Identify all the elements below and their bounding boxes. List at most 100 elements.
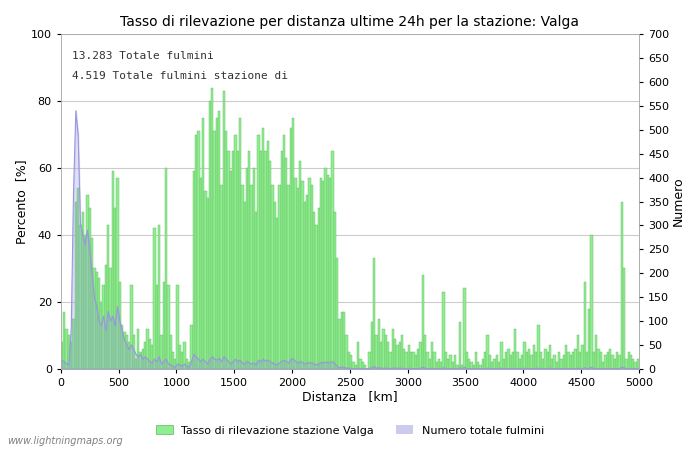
Bar	[144, 342, 146, 369]
Bar	[102, 285, 105, 369]
Bar	[258, 135, 260, 369]
Bar	[531, 356, 533, 369]
Bar	[322, 181, 325, 369]
Bar	[627, 352, 630, 369]
Bar	[519, 359, 521, 369]
Bar	[139, 352, 142, 369]
Bar	[417, 349, 419, 369]
Bar	[160, 335, 162, 369]
Bar	[72, 319, 75, 369]
Bar	[292, 118, 295, 369]
Bar	[574, 349, 577, 369]
Bar	[79, 225, 82, 369]
Bar	[554, 356, 556, 369]
Bar	[255, 212, 258, 369]
Bar	[334, 212, 336, 369]
Bar	[260, 151, 262, 369]
Bar	[468, 359, 470, 369]
Bar	[630, 356, 632, 369]
Bar	[246, 168, 248, 369]
Bar	[336, 258, 338, 369]
Bar	[315, 225, 318, 369]
Bar	[223, 91, 225, 369]
Bar	[538, 325, 540, 369]
Bar	[591, 235, 593, 369]
Bar	[387, 342, 389, 369]
Y-axis label: Percento  [%]: Percento [%]	[15, 159, 28, 244]
Text: www.lightningmaps.org: www.lightningmaps.org	[7, 436, 122, 446]
Bar	[482, 359, 484, 369]
Bar	[494, 359, 496, 369]
Bar	[359, 359, 361, 369]
Y-axis label: Numero: Numero	[672, 177, 685, 226]
Bar	[378, 319, 380, 369]
X-axis label: Distanza   [km]: Distanza [km]	[302, 391, 398, 404]
Bar	[570, 356, 572, 369]
Bar	[524, 342, 526, 369]
Bar	[82, 212, 84, 369]
Bar	[581, 345, 584, 369]
Bar	[167, 285, 169, 369]
Bar	[414, 356, 417, 369]
Bar	[158, 225, 160, 369]
Bar	[352, 362, 355, 369]
Bar	[267, 141, 269, 369]
Bar	[614, 359, 616, 369]
Bar	[84, 235, 86, 369]
Bar	[398, 342, 401, 369]
Bar	[602, 362, 604, 369]
Bar	[206, 198, 209, 369]
Bar	[100, 302, 102, 369]
Bar	[95, 272, 98, 369]
Bar	[577, 335, 579, 369]
Bar	[311, 185, 313, 369]
Bar	[542, 359, 544, 369]
Bar	[419, 342, 421, 369]
Bar	[290, 128, 292, 369]
Bar	[486, 335, 489, 369]
Bar	[251, 185, 253, 369]
Bar	[517, 352, 519, 369]
Bar	[121, 325, 123, 369]
Bar	[148, 338, 151, 369]
Bar	[470, 362, 473, 369]
Bar	[403, 349, 405, 369]
Bar	[331, 151, 334, 369]
Bar	[461, 365, 463, 369]
Bar	[181, 352, 183, 369]
Bar	[431, 342, 433, 369]
Bar	[556, 362, 558, 369]
Bar	[265, 151, 267, 369]
Bar	[93, 268, 95, 369]
Bar	[405, 352, 408, 369]
Bar	[77, 188, 79, 369]
Bar	[607, 352, 609, 369]
Text: 4.519 Totale fulmini stazione di: 4.519 Totale fulmini stazione di	[72, 71, 288, 81]
Bar	[551, 359, 554, 369]
Bar	[391, 328, 394, 369]
Bar	[142, 349, 144, 369]
Bar	[428, 359, 431, 369]
Bar	[544, 349, 547, 369]
Bar	[565, 345, 568, 369]
Bar	[329, 178, 331, 369]
Bar	[178, 345, 181, 369]
Bar	[299, 162, 302, 369]
Bar	[373, 258, 375, 369]
Bar	[202, 118, 204, 369]
Bar	[174, 359, 176, 369]
Bar	[433, 352, 435, 369]
Bar	[454, 356, 456, 369]
Bar	[382, 328, 384, 369]
Bar	[442, 292, 444, 369]
Bar	[327, 175, 329, 369]
Bar	[361, 362, 364, 369]
Bar	[449, 356, 452, 369]
Bar	[176, 285, 178, 369]
Bar	[426, 352, 428, 369]
Bar	[496, 356, 498, 369]
Bar	[452, 362, 454, 369]
Bar	[278, 185, 281, 369]
Bar	[616, 352, 618, 369]
Bar	[401, 335, 403, 369]
